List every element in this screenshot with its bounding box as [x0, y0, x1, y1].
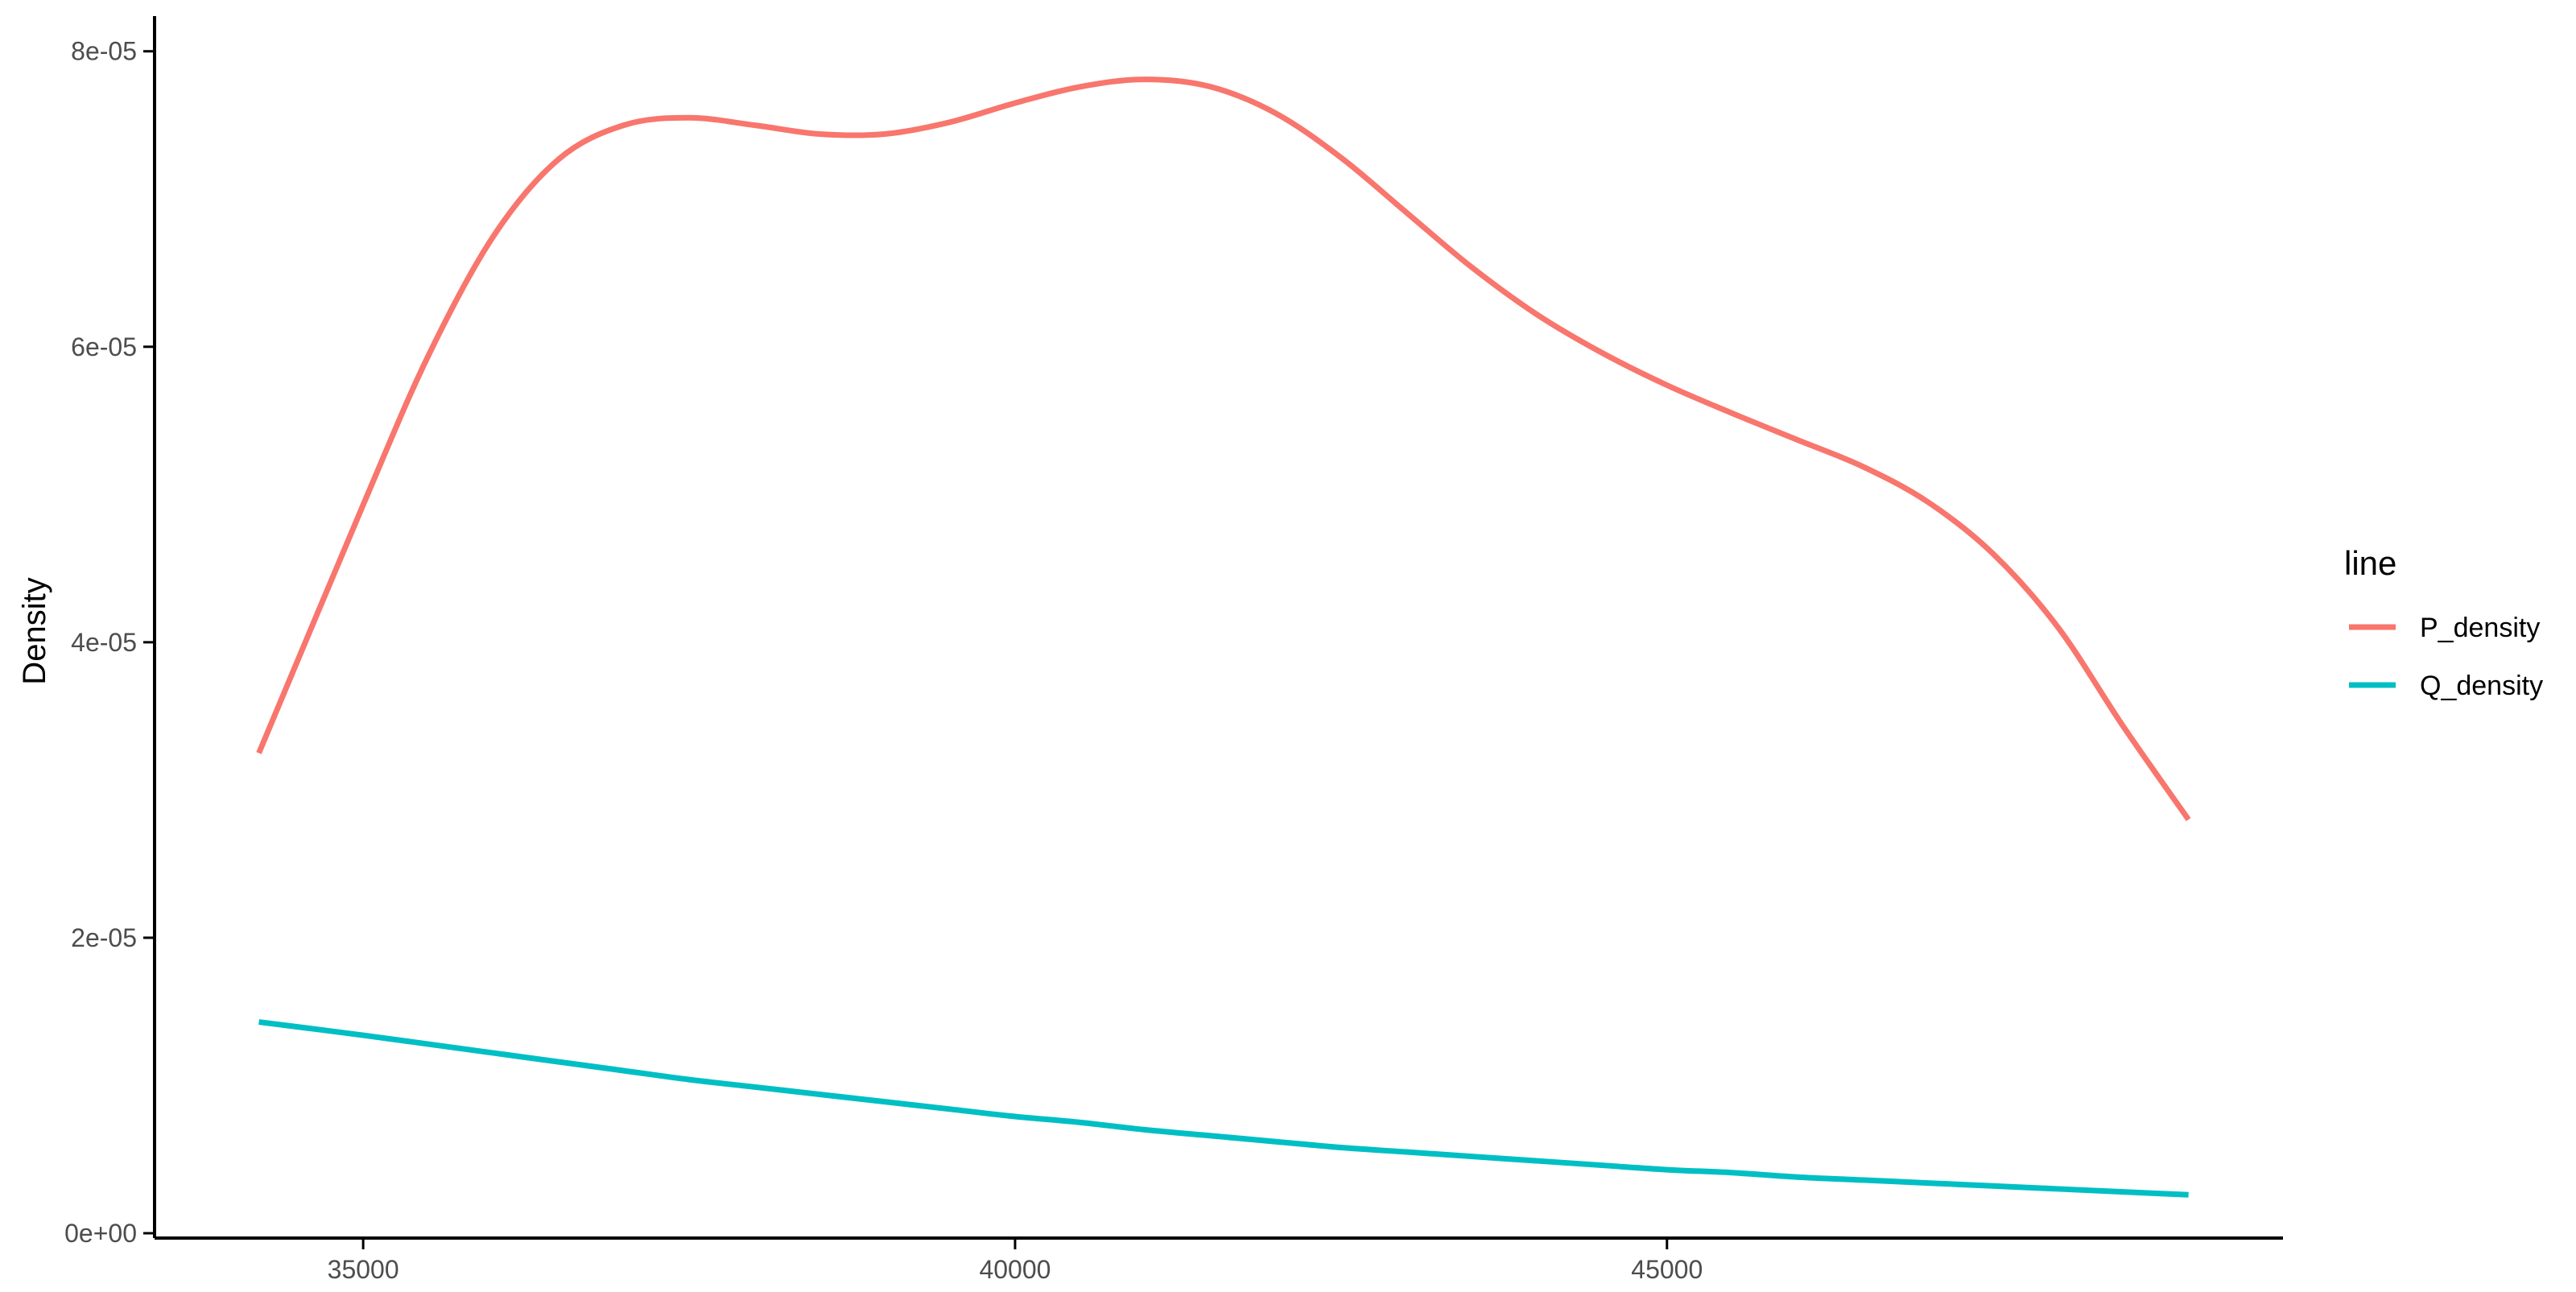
legend-label-q-density: Q_density	[2420, 671, 2543, 701]
series-line-p-density	[256, 76, 2191, 822]
y-tick-label: 2e-05	[71, 923, 137, 952]
legend: line P_density Q_density	[2344, 544, 2543, 701]
x-tick-label: 45000	[1631, 1255, 1703, 1284]
y-tick-label: 6e-05	[71, 332, 137, 361]
y-axis-title: Density	[17, 577, 52, 684]
axes-layer: 0e+00 2e-05 4e-05 6e-05 8e-05 35000 40000 45000	[64, 16, 2283, 1284]
x-tick-label: 40000	[979, 1255, 1051, 1284]
series-line-q-density	[258, 1019, 2189, 1198]
legend-label-p-density: P_density	[2420, 613, 2540, 643]
legend-title: line	[2344, 544, 2396, 582]
x-tick-label: 35000	[328, 1255, 399, 1284]
y-tick-label: 4e-05	[71, 628, 137, 657]
series-layer	[256, 76, 2191, 1198]
y-tick-label: 0e+00	[64, 1219, 137, 1248]
y-tick-label: 8e-05	[71, 37, 137, 66]
